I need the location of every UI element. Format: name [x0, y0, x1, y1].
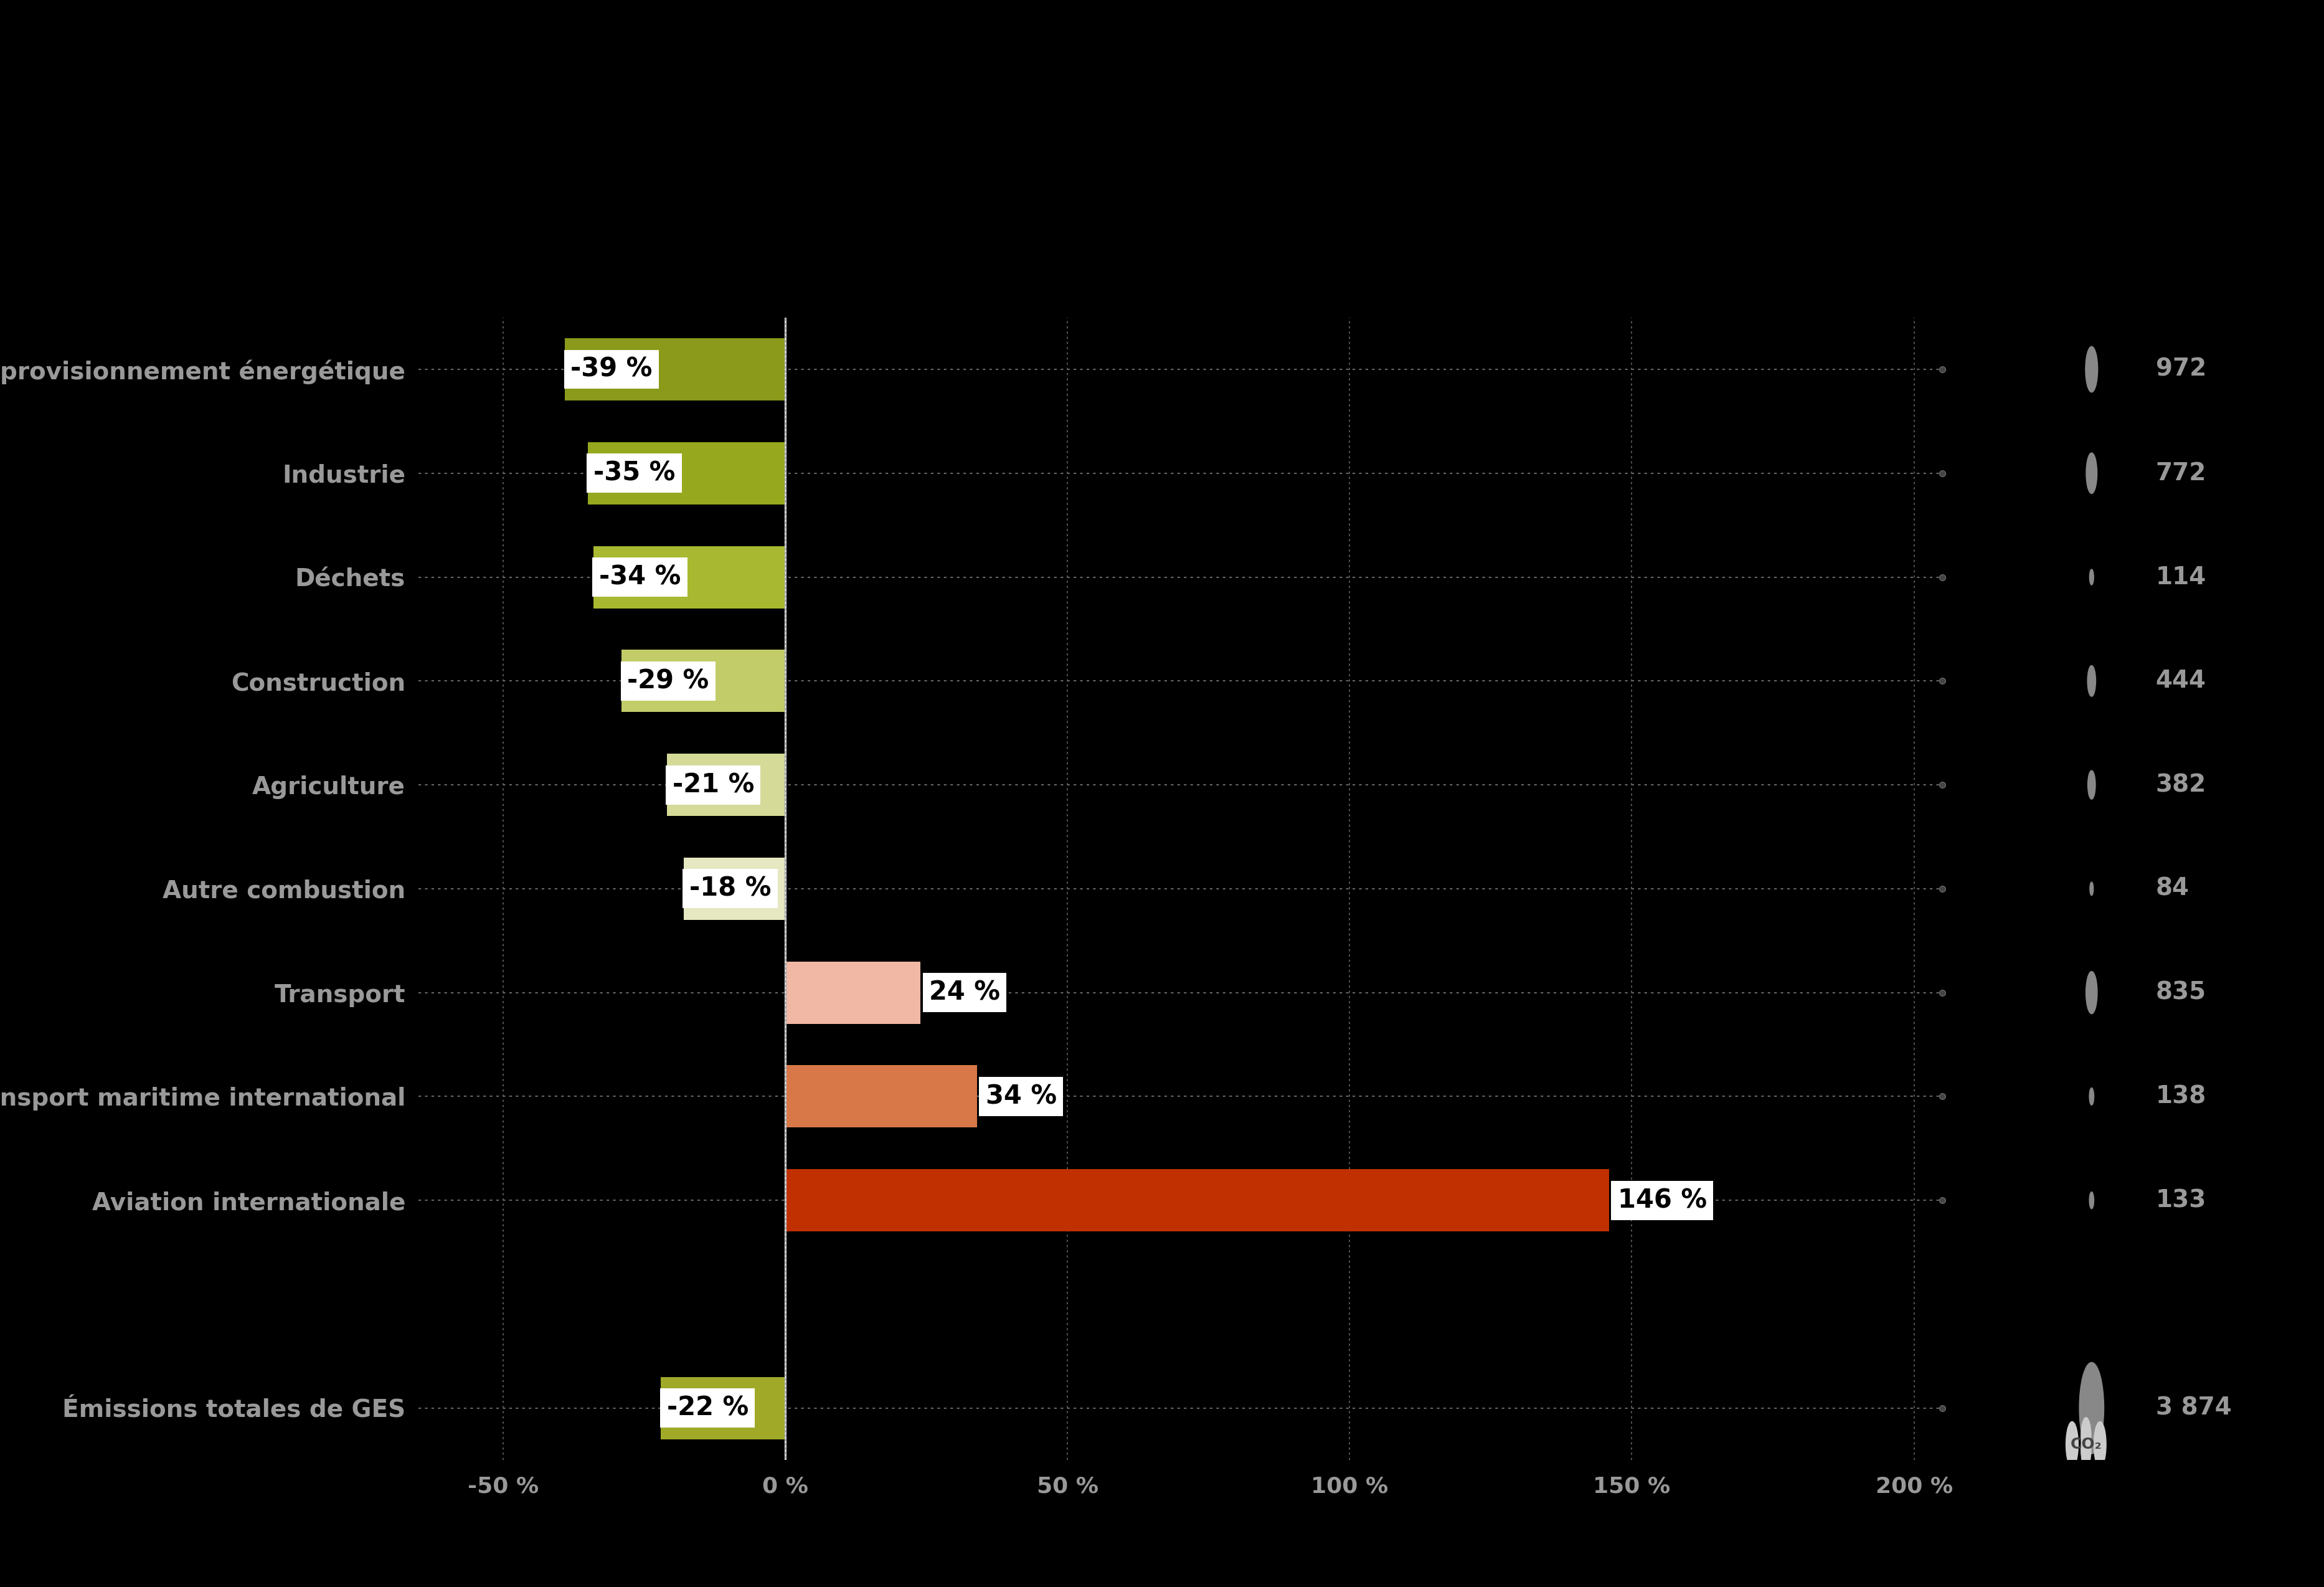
- Text: 133: 133: [2157, 1189, 2205, 1212]
- Bar: [660, 1378, 786, 1439]
- Text: -18 %: -18 %: [690, 876, 772, 901]
- Text: -21 %: -21 %: [672, 771, 753, 798]
- Bar: [588, 443, 786, 505]
- Circle shape: [2087, 971, 2096, 1014]
- Circle shape: [2089, 1087, 2094, 1105]
- Circle shape: [2080, 1431, 2092, 1468]
- Text: -35 %: -35 %: [593, 460, 674, 486]
- Text: -22 %: -22 %: [667, 1395, 748, 1422]
- Circle shape: [2085, 346, 2099, 392]
- Bar: [683, 857, 786, 920]
- Text: 138: 138: [2157, 1084, 2205, 1108]
- Text: 772: 772: [2157, 462, 2205, 486]
- Circle shape: [2094, 1422, 2106, 1468]
- Circle shape: [2089, 882, 2094, 895]
- Text: -34 %: -34 %: [600, 563, 681, 590]
- Bar: [786, 1170, 1608, 1232]
- Bar: [565, 338, 786, 400]
- Text: 835: 835: [2157, 981, 2205, 1005]
- Bar: [667, 754, 786, 816]
- Bar: [786, 1065, 976, 1128]
- Text: CO₂: CO₂: [2071, 1436, 2101, 1452]
- Text: 114: 114: [2157, 565, 2205, 589]
- Bar: [786, 962, 920, 1024]
- Circle shape: [2087, 665, 2096, 697]
- Text: -29 %: -29 %: [627, 668, 709, 694]
- Circle shape: [2087, 452, 2096, 494]
- Circle shape: [2066, 1422, 2078, 1468]
- Text: 444: 444: [2157, 670, 2205, 694]
- Circle shape: [2087, 771, 2096, 800]
- Bar: [593, 546, 786, 608]
- Text: 3 874: 3 874: [2157, 1397, 2231, 1420]
- Text: -39 %: -39 %: [572, 355, 653, 382]
- Text: 84: 84: [2157, 878, 2189, 900]
- Text: 34 %: 34 %: [985, 1084, 1057, 1109]
- Text: 972: 972: [2157, 357, 2205, 381]
- Circle shape: [2089, 1192, 2094, 1209]
- Text: 24 %: 24 %: [930, 979, 999, 1006]
- Circle shape: [2089, 570, 2094, 586]
- Text: 146 %: 146 %: [1618, 1187, 1706, 1214]
- Text: 382: 382: [2157, 773, 2205, 797]
- Bar: [621, 649, 786, 713]
- Circle shape: [2080, 1362, 2103, 1454]
- Circle shape: [2080, 1417, 2092, 1455]
